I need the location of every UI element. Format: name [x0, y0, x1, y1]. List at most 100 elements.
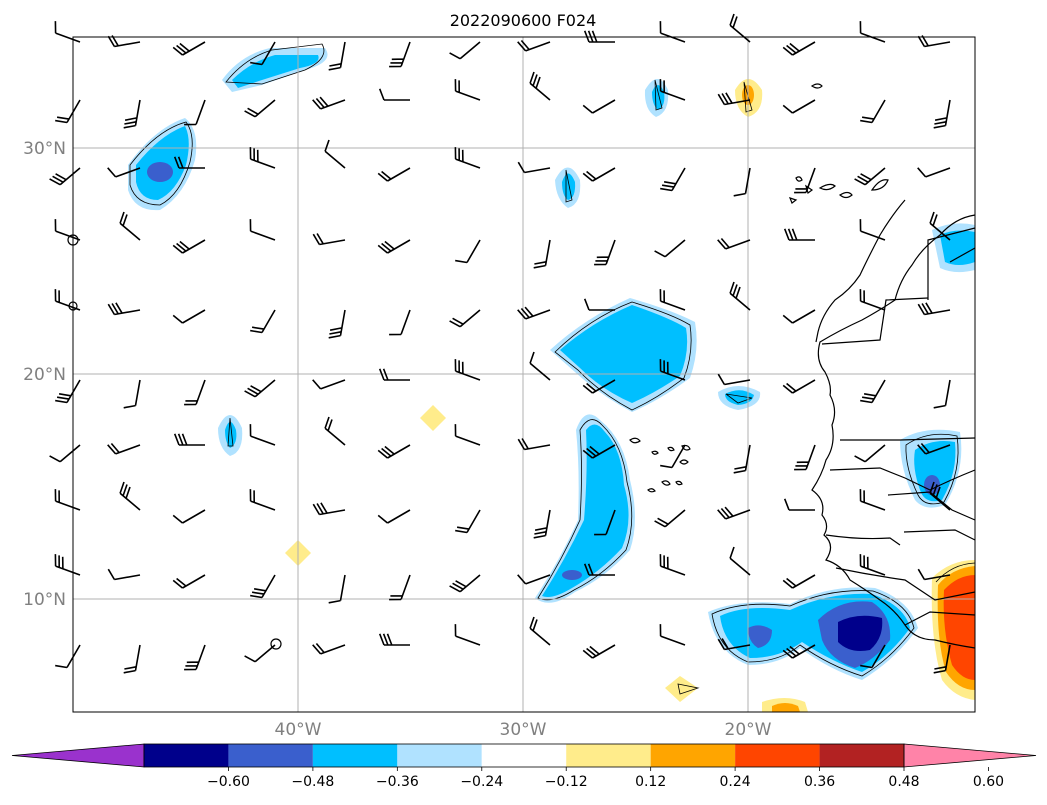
wind-barb [250, 574, 276, 599]
colorbar-tick-label: −0.12 [545, 774, 588, 790]
wind-barb [529, 71, 551, 101]
wind-barb [594, 239, 616, 266]
wind-barb [249, 424, 276, 446]
wind-barb [859, 219, 886, 241]
wind-barb [389, 574, 411, 601]
wind-barb [582, 99, 616, 114]
wind-barb [933, 379, 951, 409]
colorbar-extend-high [903, 743, 1037, 768]
wind-barb [328, 574, 346, 604]
wind-barb [172, 239, 206, 254]
colorbar-bin [650, 744, 736, 767]
wind-barb [582, 167, 616, 182]
wind-barb [717, 506, 751, 520]
colorbar-bin [228, 744, 313, 767]
wind-barb [49, 444, 81, 463]
wind-barb [389, 309, 411, 336]
latitude-labels: 30°N 20°N 10°N [23, 139, 66, 610]
wind-barb [859, 489, 886, 511]
wind-barb [172, 41, 206, 56]
wind-barb [449, 309, 481, 328]
wind-barb [54, 554, 81, 576]
wind-barb [583, 30, 615, 43]
wind-barb [929, 211, 951, 241]
wind-barb [172, 509, 206, 524]
wind-barb [107, 167, 141, 178]
wind-barb [119, 211, 141, 241]
wind-barb [860, 99, 886, 124]
wind-barb [312, 502, 346, 516]
wind-barb [594, 509, 616, 536]
colorbar-tick-label: −0.60 [207, 774, 250, 790]
wind-barb [378, 88, 410, 101]
wind-barb [184, 379, 206, 406]
wind-barb [782, 379, 816, 394]
wind-barb [123, 99, 141, 129]
wind-barb [184, 644, 206, 671]
lat-label-10n: 10°N [23, 590, 66, 610]
wind-barb [659, 554, 686, 576]
wind-barb [249, 147, 276, 169]
wind-barb [659, 79, 686, 101]
wind-barb [860, 644, 886, 669]
wind-barb [454, 359, 481, 381]
map-title: 2022090600 F024 [450, 11, 597, 30]
colorbar-bin [144, 744, 229, 767]
wind-barb [582, 379, 616, 394]
lat-label-30n: 30°N [23, 139, 66, 159]
wind-barb [244, 379, 276, 398]
wind-barb [717, 373, 751, 386]
wind-barb [854, 167, 886, 186]
wind-barb [733, 444, 751, 474]
wind-barb [782, 41, 816, 56]
colorbar-tick-label: −0.36 [376, 774, 419, 790]
wind-barb [729, 13, 751, 43]
wind-barb [249, 219, 276, 241]
wind-barb [782, 574, 816, 589]
wind-barb [654, 509, 686, 528]
lon-label-30w: 30°W [500, 720, 547, 740]
wind-barb [119, 481, 141, 511]
wind-barb [250, 309, 276, 334]
wind-barb [172, 309, 206, 324]
contour-lines [129, 43, 976, 695]
wind-barb [529, 616, 551, 646]
wind-barb [860, 379, 886, 404]
plot-area [49, 13, 976, 713]
colorbar-tick-label: 0.24 [720, 774, 751, 790]
colorbar-extend-low [11, 743, 145, 768]
wind-barb [312, 642, 346, 655]
wind-barb [173, 433, 205, 446]
wind-barb [377, 444, 411, 459]
wind-barb [783, 498, 815, 511]
wind-barb [917, 442, 951, 455]
wind-barb [454, 79, 481, 101]
wind-barb [529, 351, 551, 381]
wind-barb [517, 161, 551, 174]
wind-barb [659, 21, 686, 43]
wind-barb [454, 424, 481, 446]
wind-barb [54, 219, 81, 241]
wind-barb [717, 237, 751, 250]
wind-barb [582, 644, 616, 659]
wind-barb [54, 289, 81, 311]
colorbar-tick-label: 0.12 [635, 774, 666, 790]
wind-barb [533, 239, 551, 269]
wind-barb [782, 99, 816, 114]
wind-barb [249, 489, 276, 511]
wind-barb [859, 554, 886, 576]
wind-barb [328, 309, 346, 339]
colorbar-frame [143, 743, 905, 768]
wind-barb [123, 644, 141, 674]
wind-barb [929, 481, 951, 511]
wind-barb [324, 139, 346, 169]
wind-barb [933, 644, 951, 674]
coastline [67, 83, 976, 650]
wind-barb [250, 41, 276, 66]
wind-barb [660, 167, 686, 192]
wind-barb [123, 379, 141, 409]
wind-barb [654, 239, 686, 258]
wind-barb [517, 574, 551, 585]
map-frame [72, 36, 976, 713]
wind-barb [49, 167, 81, 186]
